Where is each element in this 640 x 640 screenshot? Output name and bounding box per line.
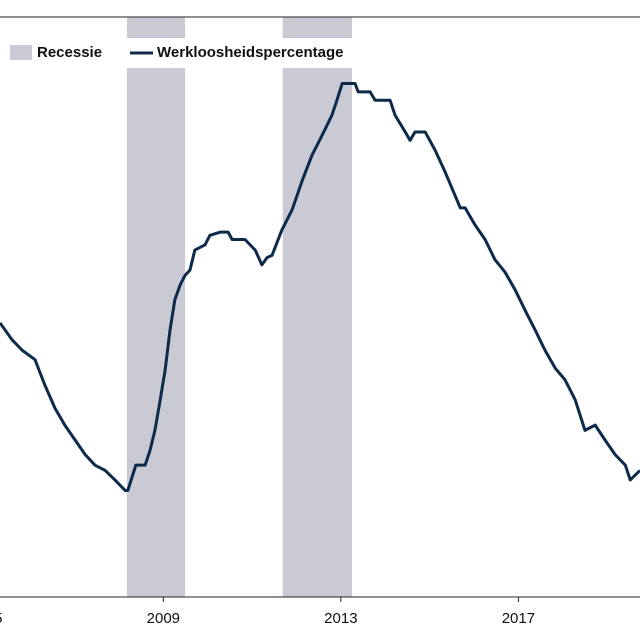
recession-band (126, 17, 186, 597)
x-tick-label: 2017 (502, 610, 535, 627)
plot: 2005 2009 2013 2017 (0, 17, 640, 627)
x-tick-label: 2013 (324, 610, 357, 627)
x-tick-label: 2005 (0, 610, 2, 627)
legend-background (0, 38, 405, 68)
recession-band (282, 17, 352, 597)
legend-swatch (10, 45, 32, 60)
legend-label: Werkloosheidspercentage (157, 44, 343, 61)
legend-label: Recessie (37, 44, 102, 61)
series-line (0, 81, 640, 492)
x-tick-label: 2009 (147, 610, 180, 627)
